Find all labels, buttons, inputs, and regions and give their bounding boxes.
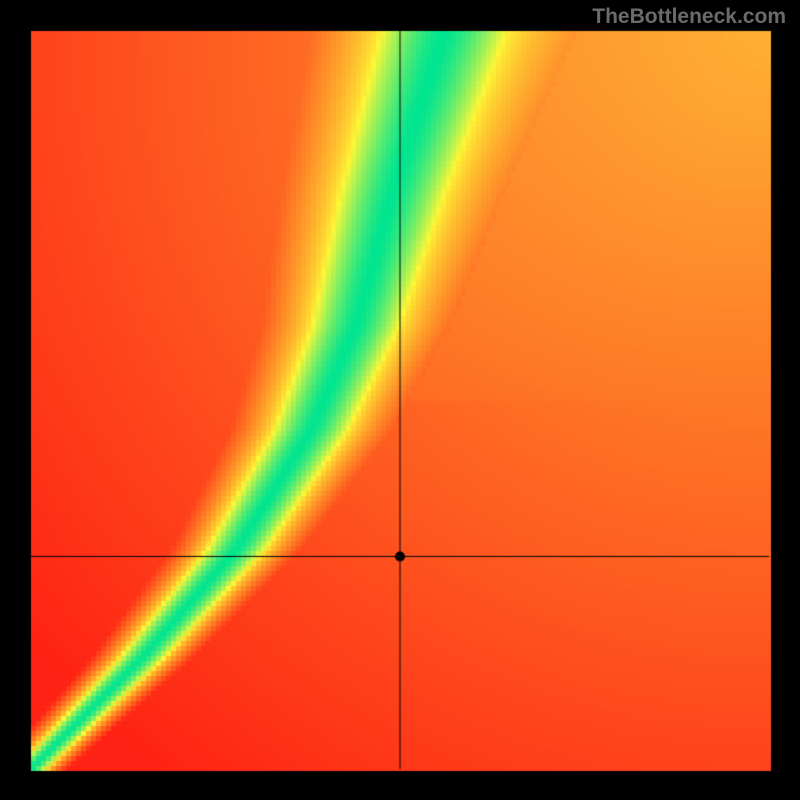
attribution-text: TheBottleneck.com xyxy=(592,5,786,29)
heatmap-canvas xyxy=(0,0,800,800)
chart-container: TheBottleneck.com xyxy=(0,0,800,800)
